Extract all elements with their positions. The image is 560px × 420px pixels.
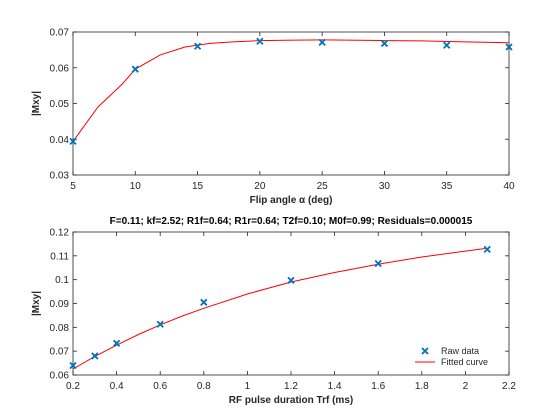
y-tick-label: 0.07	[50, 28, 70, 39]
data-point-marker	[443, 41, 451, 49]
legend-entry: Fitted curve	[441, 357, 488, 367]
x-tick-label: 1.6	[371, 381, 385, 392]
y-tick-label: 0.07	[50, 347, 70, 358]
data-point-marker	[69, 361, 77, 370]
data-point-marker	[193, 42, 202, 50]
x-tick-label: 10	[130, 181, 142, 192]
x-tick-label: 2.2	[502, 381, 516, 392]
data-point-marker	[380, 39, 389, 48]
x-tick-label: 1.8	[415, 381, 429, 392]
x-tick-label: 0.2	[66, 381, 80, 392]
y-tick-label: 0.11	[50, 251, 69, 262]
y-tick-label: 0.06	[50, 371, 70, 382]
data-point-marker	[131, 65, 139, 73]
x-tick-label: 0.6	[153, 381, 167, 392]
x-tick-label: 15	[192, 181, 204, 192]
plot-area	[72, 31, 510, 176]
data-point-marker	[374, 259, 382, 268]
x-tick-label: 20	[254, 181, 266, 192]
y-tick-label: 0.12	[50, 228, 70, 239]
legend-entry: Raw data	[441, 346, 479, 356]
x-tick-label: 40	[503, 181, 515, 192]
x-tick-label: 0.4	[110, 381, 124, 392]
y-tick-label: 0.08	[50, 323, 70, 334]
data-point-marker	[91, 352, 99, 360]
x-tick-label: 1.2	[284, 381, 298, 392]
x-tick-label: 35	[441, 181, 453, 192]
data-point-marker	[483, 245, 491, 254]
y-tick-label: 0.04	[50, 135, 70, 146]
legend-box	[409, 343, 503, 369]
data-point-marker	[69, 137, 77, 146]
fitted-curve-line	[72, 39, 510, 142]
legend-marker-icon	[421, 347, 429, 355]
x-axis-label: RF pulse duration Trf (ms)	[229, 395, 353, 406]
chart-title: F=0.11; kf=2.52; R1f=0.64; R1r=0.64; T2f…	[110, 216, 473, 227]
x-tick-label: 1.4	[328, 381, 342, 392]
data-point-marker	[505, 43, 513, 51]
y-tick-label: 0.03	[50, 171, 70, 182]
x-tick-label: 0.8	[197, 381, 211, 392]
x-axis-label: Flip angle α (deg)	[250, 195, 333, 206]
data-point-marker	[200, 298, 208, 306]
data-point-marker	[256, 37, 264, 45]
y-tick-label: 0.09	[50, 299, 70, 310]
x-tick-label: 2	[463, 381, 469, 392]
x-tick-label: 25	[317, 181, 329, 192]
chart-2: 0.2 0.4 0.6 0.8 1 1.2 1.4 1.6 1.8 2 2.2 0.06 0.07 0.0…	[31, 216, 516, 406]
x-tick-label: 1	[245, 381, 251, 392]
x-tick-label: 30	[379, 181, 391, 192]
y-axis-label: |Mxy|	[31, 91, 42, 116]
chart-1: 5 10 15 20 25 30 35 40 0.03 0.04 0.05 0.06 0.07 Flip …	[31, 28, 515, 207]
data-point-marker	[156, 320, 164, 328]
data-point-marker	[112, 339, 121, 347]
y-tick-label: 0.05	[50, 99, 70, 110]
data-point-marker	[287, 276, 295, 285]
y-tick-label: 0.06	[50, 63, 70, 74]
x-tick-label: 5	[70, 181, 76, 192]
y-tick-label: 0.1	[55, 275, 69, 286]
fitted-curve-line	[72, 247, 488, 370]
data-point-marker	[318, 38, 326, 47]
y-axis-label: |Mxy|	[31, 291, 42, 316]
